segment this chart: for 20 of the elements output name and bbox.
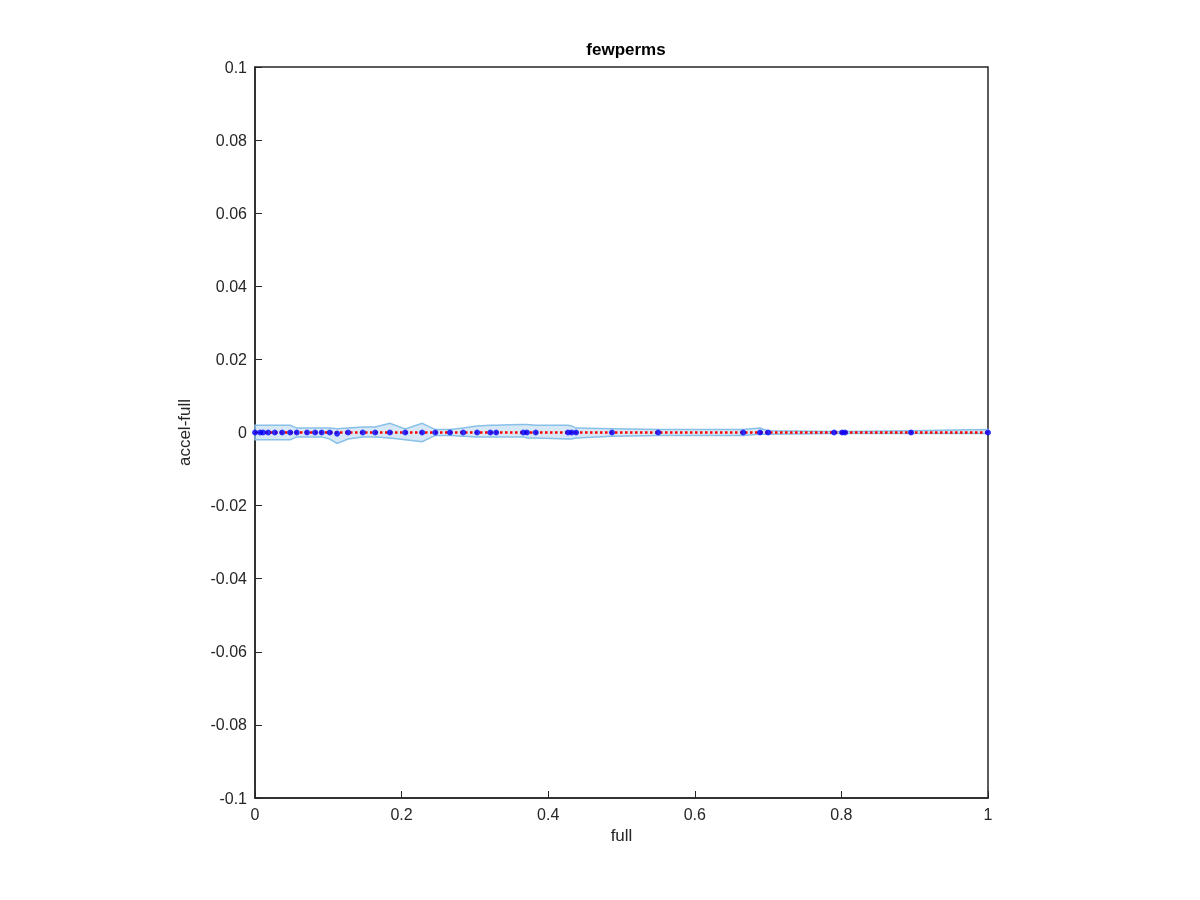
y-tick-label: 0: [238, 424, 248, 441]
x-tick-label: 0.6: [683, 805, 707, 823]
x-tick-label: 0.2: [390, 805, 413, 823]
y-tick-label: -0.1: [219, 789, 248, 807]
x-tick-label: 0.4: [537, 805, 560, 823]
chart-title: fewperms: [586, 40, 666, 59]
x-tick-label: 1: [983, 805, 993, 823]
y-tick-label: -0.04: [210, 570, 248, 588]
y-tick-label: -0.08: [210, 716, 248, 734]
x-tick-label: 0: [250, 805, 260, 823]
y-axis-title: accel-full: [175, 398, 194, 467]
y-tick-label: 0.06: [215, 204, 248, 222]
y-tick-label: 0.04: [215, 277, 248, 295]
y-tick-label: 0.08: [215, 131, 248, 149]
y-tick-label: 0.02: [215, 350, 248, 368]
y-tick-label: -0.02: [210, 497, 248, 515]
x-axis-title: full: [610, 825, 633, 845]
x-tick-label: 0.8: [830, 805, 853, 823]
y-tick-label: 0.1: [224, 58, 248, 76]
y-tick-label: -0.06: [210, 643, 248, 661]
